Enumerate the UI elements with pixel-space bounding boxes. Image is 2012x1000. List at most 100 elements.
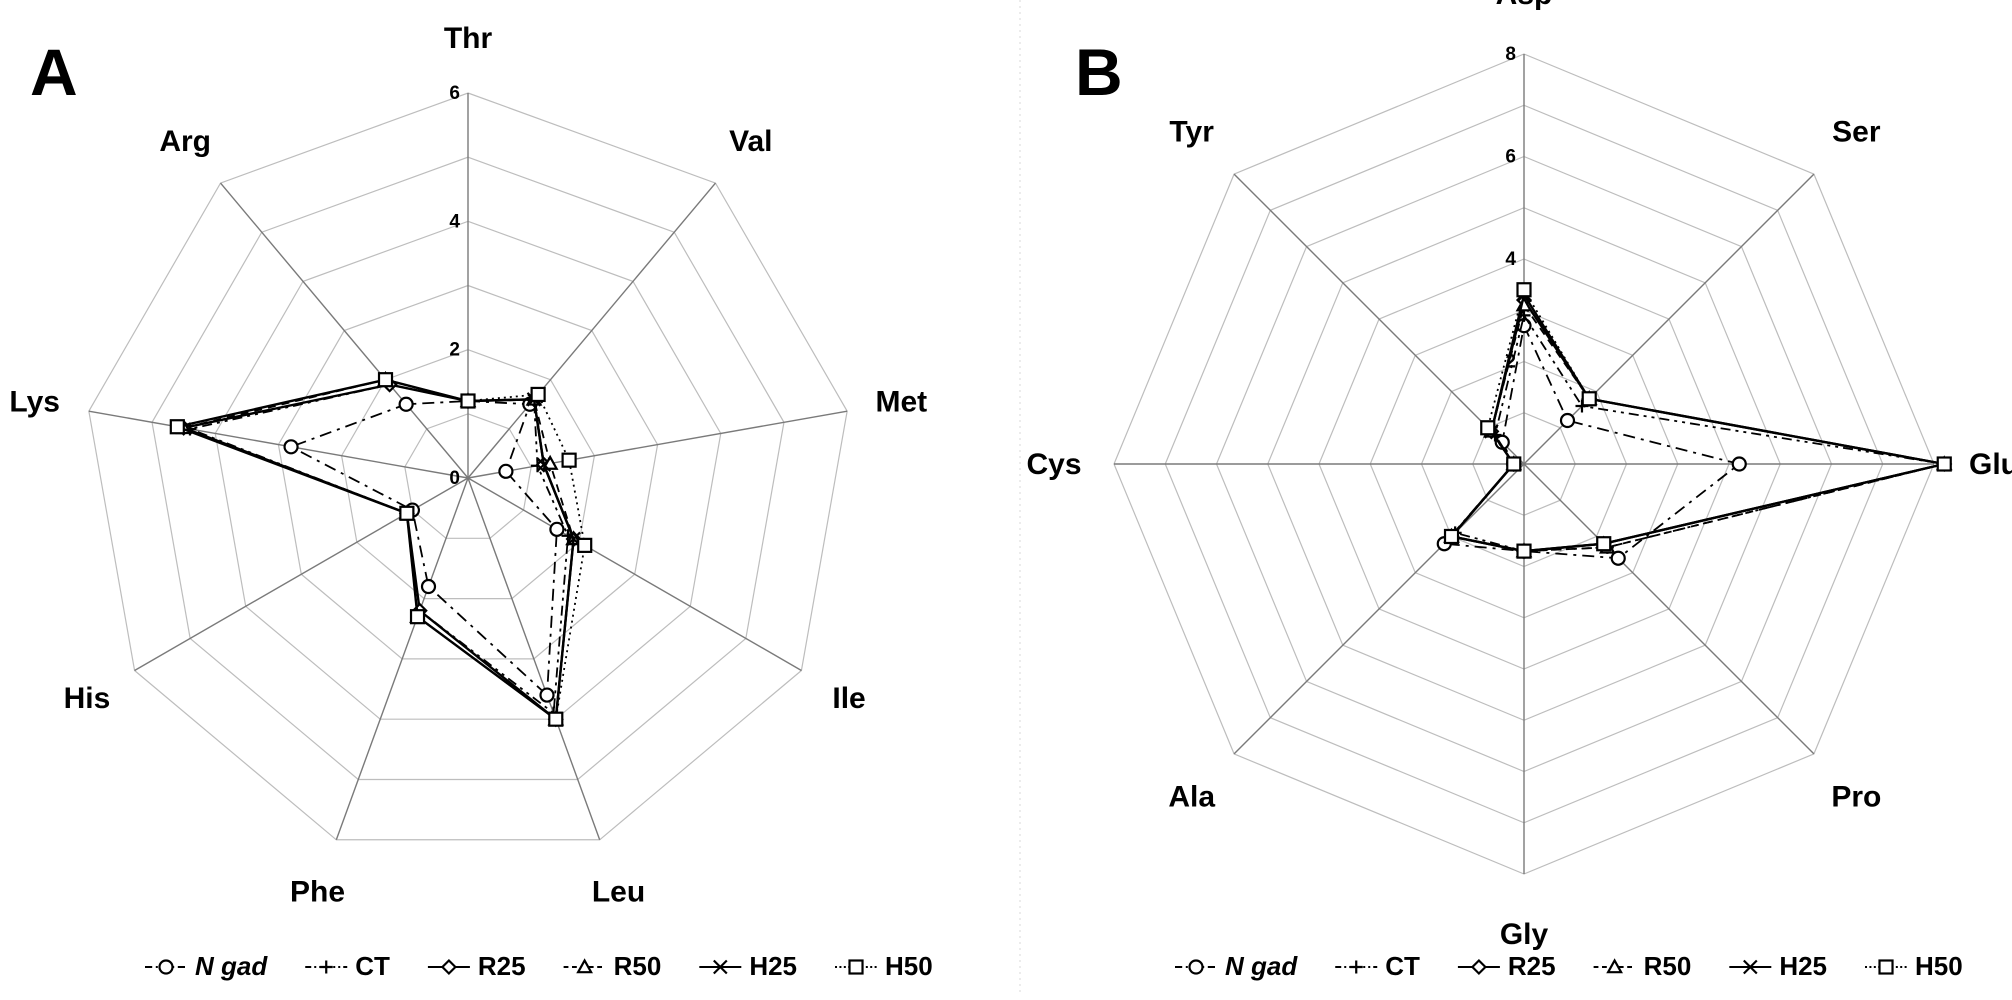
axis-label-arg: Arg bbox=[159, 125, 211, 158]
grid-ring bbox=[277, 284, 659, 660]
tick-label: 2 bbox=[1505, 352, 1516, 373]
tick-labels: 0 2 4 6 bbox=[449, 83, 460, 489]
axis-label-tyr: Tyr bbox=[1169, 116, 1214, 149]
legend-marker bbox=[576, 958, 593, 974]
panel-b: B02468AspSerGluProGlyAlaCysTyrN gadCTR25… bbox=[1026, 0, 2012, 981]
panel-label: B bbox=[1075, 35, 1123, 109]
grid-ring bbox=[404, 413, 532, 539]
legend-item-r50: R50 bbox=[1593, 951, 1691, 981]
data-point-h50-ala bbox=[1443, 528, 1460, 545]
data-point-n-gad-pro bbox=[1610, 550, 1626, 566]
axis-spoke bbox=[335, 477, 469, 841]
series-line-ct bbox=[186, 383, 569, 715]
legend-marker bbox=[1470, 958, 1487, 976]
data-point-n-gad-glu bbox=[1731, 456, 1747, 472]
legend-marker bbox=[713, 959, 728, 975]
data-point-h25-met bbox=[536, 457, 552, 472]
axis-spoke bbox=[467, 477, 601, 841]
series-line-n-gad bbox=[1442, 322, 1742, 560]
axis-spoke bbox=[219, 182, 469, 479]
legend-label: H50 bbox=[885, 951, 933, 981]
data-point-n-gad-ser bbox=[1559, 412, 1576, 429]
data-point-h50-leu bbox=[548, 711, 564, 727]
axis-label-his: His bbox=[64, 682, 111, 715]
legend-item-h25: H25 bbox=[1729, 951, 1827, 981]
tick-label: 8 bbox=[1505, 44, 1516, 65]
axis-labels: Asp Ser Glu Pro Gly Ala Cys Tyr bbox=[1026, 0, 2012, 951]
axis-spoke bbox=[1523, 463, 1815, 755]
axis-label-glu: Glu bbox=[1969, 448, 2012, 481]
grid-ring bbox=[340, 349, 596, 600]
legend-marker bbox=[319, 960, 333, 974]
legend-item-n-gad: N gad bbox=[145, 951, 268, 981]
legend-label: H50 bbox=[1915, 951, 1963, 981]
legend-item-ct: CT bbox=[1335, 951, 1420, 981]
legend-label: R25 bbox=[478, 951, 526, 981]
tick-label: 2 bbox=[449, 340, 460, 361]
grid-ring bbox=[214, 220, 722, 720]
legend-label: R50 bbox=[614, 951, 662, 981]
legend-label: CT bbox=[1385, 951, 1420, 981]
legend-marker bbox=[1878, 959, 1894, 975]
legend-label: H25 bbox=[1779, 951, 1827, 981]
legend-item-ct: CT bbox=[305, 951, 390, 981]
legend-marker bbox=[1349, 960, 1363, 974]
axis-spoke bbox=[467, 410, 848, 479]
axis-label-gly: Gly bbox=[1500, 918, 1549, 951]
legend-item-h50: H50 bbox=[835, 951, 933, 981]
legend-item-r50: R50 bbox=[563, 951, 662, 981]
data-point-h50-his bbox=[399, 505, 415, 521]
data-point-n-gad-met bbox=[498, 463, 514, 479]
axis-spoke bbox=[467, 477, 802, 672]
tick-label: 0 bbox=[449, 468, 460, 489]
axis-label-ser: Ser bbox=[1832, 116, 1881, 149]
grid bbox=[1113, 53, 1935, 875]
tick-label: 6 bbox=[449, 83, 460, 104]
legend-marker bbox=[1743, 959, 1758, 975]
data-point-h50-tyr bbox=[1480, 420, 1496, 436]
legend-label: N gad bbox=[195, 951, 268, 981]
axis-label-ile: Ile bbox=[832, 682, 865, 715]
panel-a: A 0 2 4 6 Thr Val Met Ile Leu Phe His Lys Arg N gad CT R… bbox=[9, 22, 932, 981]
axis-label-asp: Asp bbox=[1496, 0, 1553, 11]
axis-label-lys: Lys bbox=[9, 386, 60, 419]
axis-spoke bbox=[1233, 463, 1525, 755]
panel-label: A bbox=[30, 35, 78, 109]
legend-item-r25: R25 bbox=[1457, 951, 1556, 981]
legend: N gad CT R25 R50 H25 H50 bbox=[145, 951, 933, 981]
data-point-h50-met bbox=[561, 452, 577, 468]
axis-spoke bbox=[1233, 173, 1525, 465]
data-point-n-gad-leu bbox=[539, 687, 555, 703]
series-h50 bbox=[1443, 282, 1952, 559]
legend-marker bbox=[848, 959, 864, 975]
data-point-h50-ser bbox=[1581, 391, 1597, 407]
legend-label: N gad bbox=[1225, 951, 1298, 981]
series-line-h50 bbox=[1449, 287, 1945, 553]
data-point-h50-ile bbox=[577, 537, 593, 553]
data-point-h50-asp bbox=[1516, 282, 1532, 298]
axis-label-val: Val bbox=[729, 125, 772, 158]
grid-ring bbox=[88, 92, 848, 841]
legend-label: H25 bbox=[749, 951, 797, 981]
data-point-n-gad-phe bbox=[420, 578, 437, 595]
data-point-n-gad-ile bbox=[549, 521, 565, 537]
data-point-h50-lys bbox=[169, 419, 185, 435]
data-point-h50-phe bbox=[409, 609, 426, 625]
series-n-gad bbox=[283, 393, 565, 703]
axis-label-leu: Leu bbox=[592, 875, 645, 908]
legend-label: R25 bbox=[1508, 951, 1556, 981]
axis-labels: Thr Val Met Ile Leu Phe His Lys Arg bbox=[9, 22, 927, 908]
data-point-n-gad-lys bbox=[283, 439, 299, 455]
series-line-h25 bbox=[173, 378, 575, 722]
legend-item-h50: H50 bbox=[1865, 951, 1963, 981]
grid-ring bbox=[151, 156, 785, 781]
axis-label-phe: Phe bbox=[290, 875, 345, 908]
legend-item-r25: R25 bbox=[427, 951, 526, 981]
tick-label: 6 bbox=[1505, 147, 1516, 168]
data-point-h50-gly bbox=[1516, 543, 1532, 559]
legend-item-h25: H25 bbox=[699, 951, 797, 981]
tick-label: 4 bbox=[1505, 249, 1516, 270]
legend: N gad CT R25 R50 H25 H50 bbox=[1175, 951, 1963, 981]
axis-spoke bbox=[88, 410, 469, 479]
